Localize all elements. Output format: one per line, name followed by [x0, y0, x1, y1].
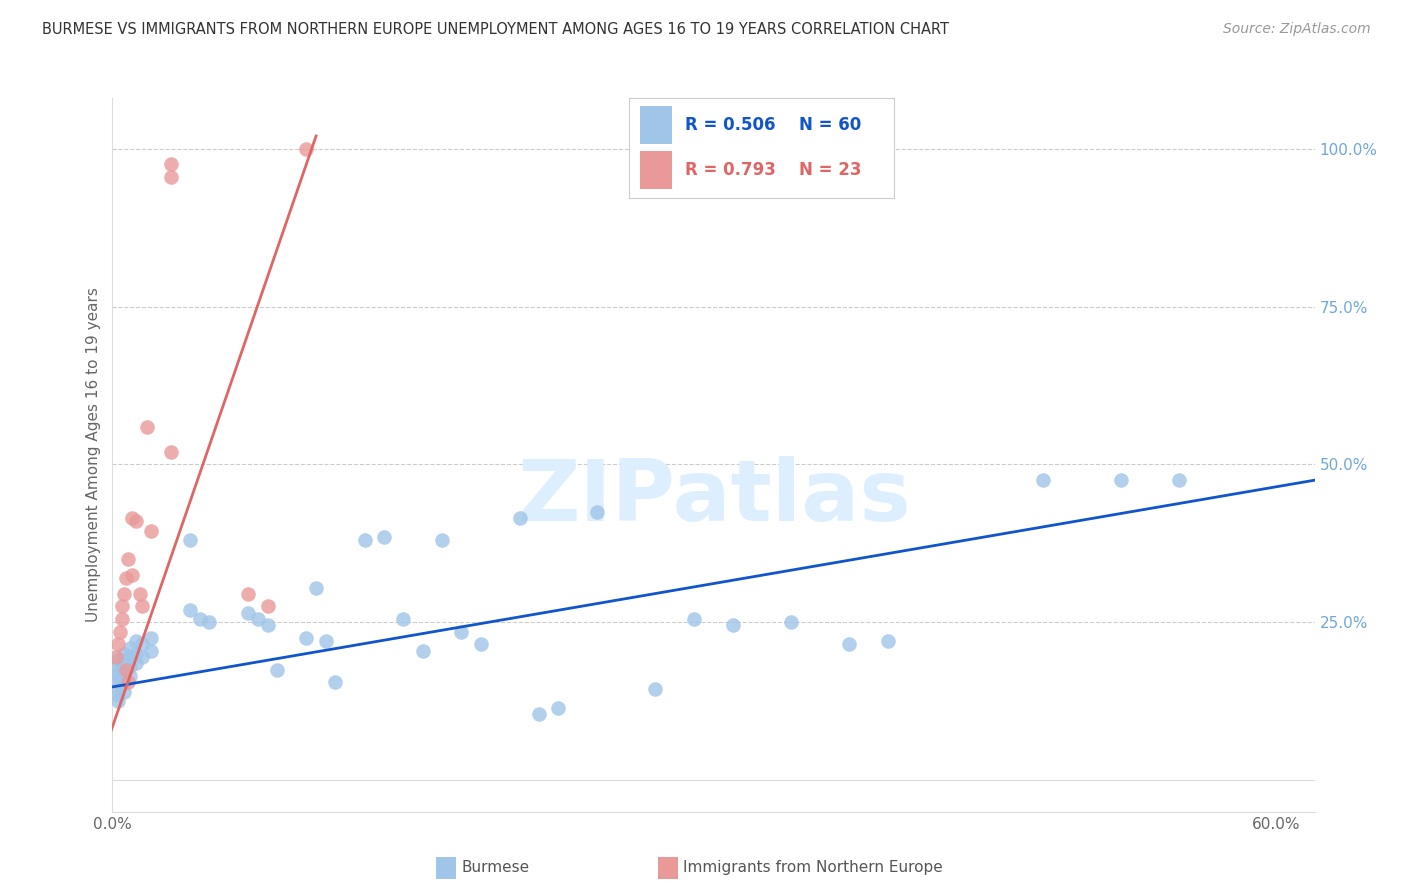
- Point: [112, 659, 135, 673]
- Text: R = 0.793: R = 0.793: [685, 161, 776, 179]
- Point: [1032, 473, 1054, 487]
- Point: [112, 675, 135, 690]
- Point: [115, 663, 138, 677]
- Point: [121, 568, 143, 582]
- Point: [107, 653, 129, 667]
- Point: [117, 552, 139, 566]
- Point: [121, 511, 143, 525]
- Point: [509, 511, 531, 525]
- Point: [256, 618, 278, 632]
- Point: [683, 612, 706, 626]
- Point: [107, 675, 129, 690]
- Point: [112, 587, 135, 601]
- Point: [112, 647, 135, 661]
- Point: [325, 675, 347, 690]
- Text: Burmese: Burmese: [461, 861, 529, 875]
- Point: [141, 524, 163, 538]
- Point: [246, 612, 269, 626]
- Point: [141, 631, 163, 645]
- Point: [430, 533, 453, 548]
- Point: [131, 637, 153, 651]
- Point: [266, 663, 288, 677]
- Point: [105, 650, 128, 665]
- Point: [117, 675, 139, 690]
- Point: [125, 647, 148, 661]
- Point: [107, 694, 129, 708]
- Point: [238, 606, 260, 620]
- Point: [112, 653, 135, 667]
- Point: [721, 618, 744, 632]
- Point: [586, 505, 609, 519]
- Point: [159, 444, 181, 458]
- Point: [107, 637, 129, 651]
- Text: BURMESE VS IMMIGRANTS FROM NORTHERN EUROPE UNEMPLOYMENT AMONG AGES 16 TO 19 YEAR: BURMESE VS IMMIGRANTS FROM NORTHERN EURO…: [42, 22, 949, 37]
- Point: [107, 688, 129, 702]
- Point: [115, 571, 138, 585]
- Point: [125, 634, 148, 648]
- Point: [838, 637, 860, 651]
- Point: [315, 634, 337, 648]
- Y-axis label: Unemployment Among Ages 16 to 19 years: Unemployment Among Ages 16 to 19 years: [86, 287, 101, 623]
- Point: [392, 612, 415, 626]
- Point: [107, 659, 129, 673]
- Point: [136, 419, 159, 434]
- Point: [107, 665, 129, 680]
- Point: [111, 599, 134, 614]
- Point: [1109, 473, 1132, 487]
- Text: ZIPatlas: ZIPatlas: [516, 456, 911, 540]
- Point: [256, 599, 278, 614]
- Point: [128, 587, 150, 601]
- Point: [118, 650, 141, 665]
- Text: R = 0.506: R = 0.506: [685, 116, 776, 134]
- Point: [450, 624, 472, 639]
- Point: [295, 631, 318, 645]
- Point: [547, 700, 569, 714]
- Point: [188, 612, 211, 626]
- Point: [107, 669, 129, 683]
- Point: [305, 581, 328, 595]
- Point: [1167, 473, 1189, 487]
- Point: [198, 615, 221, 630]
- Point: [179, 533, 201, 548]
- Point: [131, 650, 153, 665]
- Text: N = 23: N = 23: [799, 161, 860, 179]
- Point: [373, 530, 395, 544]
- Point: [107, 681, 129, 696]
- FancyBboxPatch shape: [640, 151, 672, 189]
- Point: [131, 599, 153, 614]
- Point: [238, 587, 260, 601]
- Point: [877, 634, 900, 648]
- Point: [470, 637, 492, 651]
- Point: [110, 624, 132, 639]
- Text: Source: ZipAtlas.com: Source: ZipAtlas.com: [1223, 22, 1371, 37]
- Point: [780, 615, 803, 630]
- Point: [118, 640, 141, 655]
- Point: [118, 669, 141, 683]
- Point: [412, 643, 434, 657]
- Point: [112, 684, 135, 698]
- Point: [118, 659, 141, 673]
- Point: [527, 706, 550, 721]
- Point: [353, 533, 375, 548]
- Point: [295, 142, 318, 156]
- Point: [141, 643, 163, 657]
- Point: [125, 657, 148, 671]
- FancyBboxPatch shape: [640, 106, 672, 145]
- Text: Immigrants from Northern Europe: Immigrants from Northern Europe: [683, 861, 943, 875]
- Text: N = 60: N = 60: [799, 116, 860, 134]
- Point: [644, 681, 666, 696]
- Point: [112, 665, 135, 680]
- Point: [159, 169, 181, 184]
- Point: [179, 602, 201, 616]
- Point: [159, 157, 181, 171]
- Point: [111, 612, 134, 626]
- Point: [125, 514, 148, 528]
